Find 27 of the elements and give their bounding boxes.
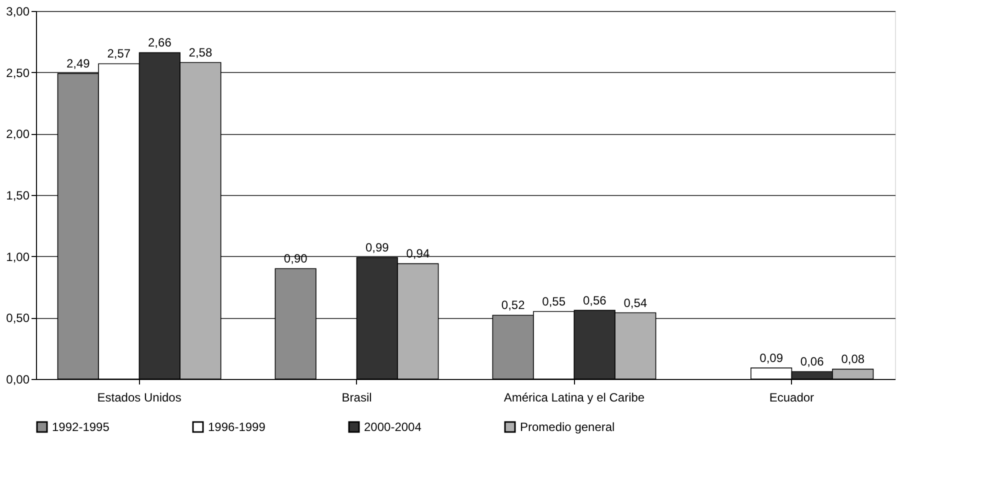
- y-tick-label: 1,00: [6, 250, 30, 264]
- y-tick-label: 2,00: [6, 127, 30, 142]
- legend-label: 2000-2004: [364, 420, 422, 434]
- legend-label: Promedio general: [520, 420, 615, 434]
- x-tick-label: Estados Unidos: [97, 390, 182, 404]
- data-label: 2,57: [107, 46, 131, 61]
- data-label: 0,99: [365, 240, 390, 255]
- data-label: 0,09: [760, 350, 784, 365]
- data-label: 0,55: [542, 294, 566, 309]
- x-tick-label: América Latina y el Caribe: [504, 390, 645, 404]
- data-label: 0,52: [501, 298, 526, 312]
- data-label: 2,66: [148, 36, 172, 50]
- x-tick-label: Ecuador: [769, 390, 814, 404]
- data-label: 2,49: [66, 56, 90, 71]
- x-tick-label: Brasil: [342, 390, 372, 404]
- y-tick-label: 2,50: [6, 66, 30, 80]
- data-label: 0,06: [800, 354, 824, 369]
- legend-label: 1996-1999: [208, 420, 266, 434]
- y-tick-label: 0,00: [6, 372, 30, 386]
- data-label: 0,54: [624, 296, 648, 310]
- data-label: 0,08: [841, 352, 865, 366]
- data-label: 2,58: [188, 46, 212, 60]
- y-tick-label: 1,50: [6, 188, 30, 202]
- legend-label: 1992-1995: [52, 420, 110, 434]
- y-tick-label: 3,00: [6, 4, 30, 18]
- data-label: 0,56: [582, 293, 607, 308]
- y-tick-label: 0,50: [6, 311, 30, 326]
